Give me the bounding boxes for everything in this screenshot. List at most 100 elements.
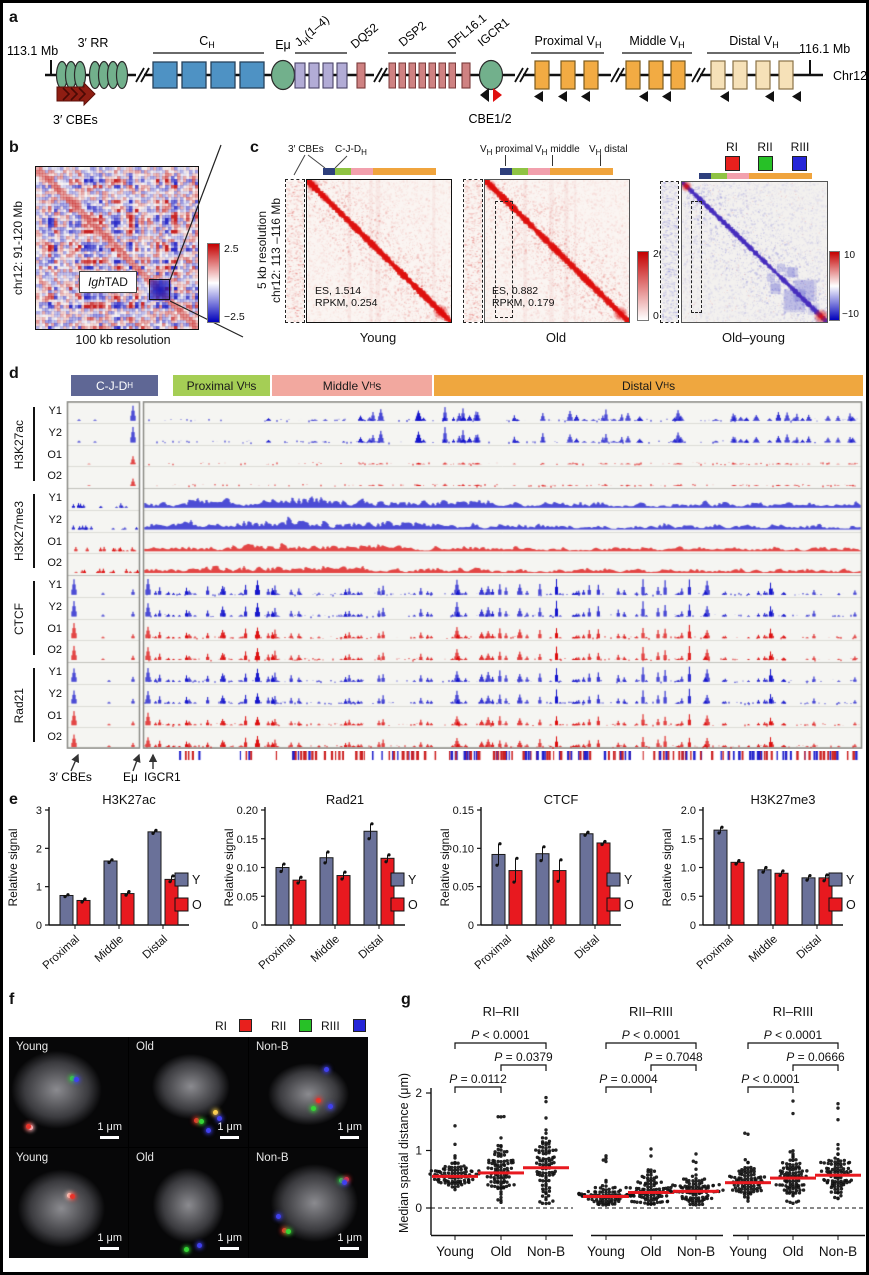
old-region-bar <box>500 168 613 175</box>
g-datapoint <box>496 1143 500 1148</box>
g-datapoint <box>547 1178 551 1183</box>
g-pvalue-bracket <box>500 1064 547 1071</box>
g-datapoint <box>544 1157 548 1162</box>
g-datapoint <box>541 1145 545 1149</box>
e-xtick: Distal <box>357 933 386 961</box>
e-ytick: 0.15 <box>237 834 258 846</box>
g-datapoint <box>743 1158 747 1162</box>
e-legend-label: Y <box>408 873 417 887</box>
region-segment <box>549 168 613 175</box>
scalebar <box>100 1246 119 1250</box>
g-datapoint <box>547 1139 552 1143</box>
track-group-line <box>33 494 35 568</box>
g-datapoint <box>496 1154 500 1158</box>
g-pvalue-bracket <box>747 1086 794 1093</box>
g-datapoint <box>749 1190 753 1194</box>
e-legend-label: O <box>624 898 634 912</box>
e-ytick: 0 <box>252 920 258 932</box>
g-datapoint <box>538 1200 542 1204</box>
panel-g-beeswarm-plots: Median spatial distance (μm) 0 1 2 RI–RII P <… <box>398 1004 865 1259</box>
g-datapoint <box>746 1174 750 1178</box>
e-xtick: Middle <box>747 933 780 965</box>
g-datapoint <box>489 1166 494 1171</box>
g-datapoint <box>740 1184 745 1188</box>
panel-c-resolution-label: 5 kb resolution <box>255 210 269 290</box>
middle-vh-arrowheads <box>639 91 671 102</box>
g-datapoint <box>502 1114 506 1119</box>
g-datapoint <box>607 1199 611 1203</box>
g-datapoint <box>547 1145 551 1149</box>
g-datapoint <box>501 1185 506 1189</box>
g-datapoint <box>649 1185 653 1189</box>
fish-image-cell: Old 1 μm <box>129 1037 248 1147</box>
g-datapoint <box>652 1178 656 1183</box>
axis-break-marks <box>135 67 706 83</box>
fish-signal-dot <box>194 1118 200 1124</box>
panel-b-y-axis-label: chr12: 91-120 Mb <box>11 201 25 296</box>
g-datapoint <box>551 1148 555 1153</box>
fish-riii-label: RIII <box>321 1019 340 1033</box>
e-ytick: 0 <box>690 920 696 932</box>
g-datapoint <box>781 1166 786 1170</box>
g-datapoint <box>502 1153 507 1157</box>
g-pvalue-bracket <box>792 1064 839 1071</box>
g-datapoint <box>499 1148 503 1152</box>
g-datapoint <box>833 1160 837 1164</box>
g-datapoint <box>496 1115 500 1119</box>
e-bar <box>59 894 74 926</box>
region-riii-swatch <box>792 156 807 171</box>
g-datapoint <box>649 1199 653 1203</box>
e-datapoint <box>340 877 344 881</box>
g-datapoint <box>799 1172 804 1176</box>
g-datapoint <box>493 1180 497 1184</box>
g-datapoint <box>544 1163 548 1167</box>
e-datapoint <box>805 878 809 882</box>
scalebar <box>220 1135 239 1139</box>
g-datapoint <box>495 1179 500 1184</box>
g-datapoint <box>721 1188 725 1192</box>
e-ylabel: Relative signal <box>6 828 20 906</box>
g-datapoint <box>649 1182 653 1186</box>
g-datapoint <box>794 1182 799 1186</box>
g-datapoint <box>797 1170 801 1174</box>
g-datapoint <box>464 1170 468 1174</box>
g-datapoint <box>645 1176 650 1181</box>
fish-signal-dot <box>341 1180 347 1186</box>
g-datapoint <box>822 1177 826 1182</box>
fish-signal-dot <box>206 1128 212 1134</box>
g-datapoint <box>700 1202 705 1207</box>
g-datapoint <box>466 1177 471 1182</box>
e-ytick: 0 <box>36 920 42 932</box>
g-datapoint <box>489 1180 493 1184</box>
e-datapoint <box>370 822 374 826</box>
colorbar-b-max: 2.5 <box>224 243 239 255</box>
g-datapoint <box>544 1149 548 1153</box>
g-datapoint <box>825 1166 829 1171</box>
g-datapoint <box>746 1160 750 1165</box>
e-xtick: Distal <box>141 933 170 961</box>
g-datapoint <box>544 1141 548 1145</box>
e-legend-swatch <box>174 897 189 912</box>
g-datapoint <box>499 1192 503 1196</box>
fish-signal-dot <box>70 1194 76 1200</box>
panel-g-label: g <box>401 991 411 1008</box>
g-datapoint <box>601 1187 605 1192</box>
g-datapoint <box>649 1173 653 1177</box>
g-datapoint <box>544 1195 548 1200</box>
g-datapoint <box>456 1168 460 1172</box>
g-datapoint <box>456 1171 460 1175</box>
g-datapoint <box>659 1180 663 1184</box>
g-plot-title: RI–RII <box>483 1004 520 1019</box>
colorbar-b-min: −2.5 <box>224 311 245 323</box>
g-datapoint <box>604 1178 608 1183</box>
g-datapoint <box>836 1106 840 1110</box>
e-xtick: Distal <box>795 933 824 961</box>
diff-cbes-strip <box>660 181 679 323</box>
hic-heatmap-genome <box>35 166 199 330</box>
e-chart-title: H3K27ac <box>102 792 156 807</box>
annotation-cbes: 3′ CBEs <box>49 770 92 783</box>
e-legend-swatch <box>828 872 843 887</box>
g-datapoint <box>737 1169 741 1173</box>
